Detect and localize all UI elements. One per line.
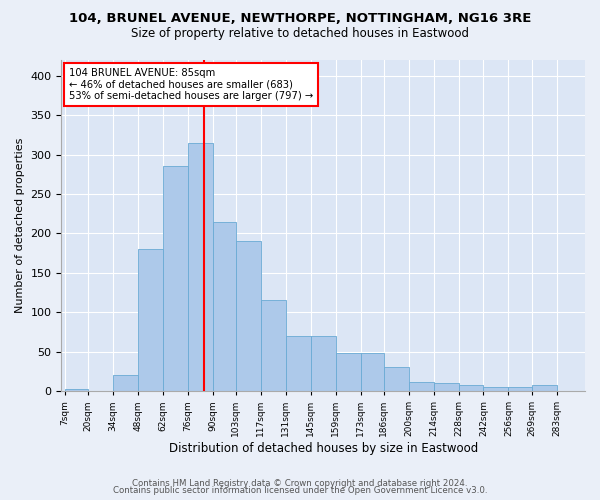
Bar bbox=[508, 387, 532, 391]
Bar bbox=[409, 382, 434, 391]
Text: Contains public sector information licensed under the Open Government Licence v3: Contains public sector information licen… bbox=[113, 486, 487, 495]
Bar bbox=[434, 383, 458, 391]
Bar bbox=[335, 353, 361, 391]
Bar bbox=[113, 376, 138, 391]
Bar bbox=[213, 222, 236, 391]
Bar bbox=[532, 384, 557, 391]
Text: 104 BRUNEL AVENUE: 85sqm
← 46% of detached houses are smaller (683)
53% of semi-: 104 BRUNEL AVENUE: 85sqm ← 46% of detach… bbox=[68, 68, 313, 101]
Text: 104, BRUNEL AVENUE, NEWTHORPE, NOTTINGHAM, NG16 3RE: 104, BRUNEL AVENUE, NEWTHORPE, NOTTINGHA… bbox=[69, 12, 531, 26]
Y-axis label: Number of detached properties: Number of detached properties bbox=[15, 138, 25, 313]
Text: Size of property relative to detached houses in Eastwood: Size of property relative to detached ho… bbox=[131, 28, 469, 40]
Bar bbox=[236, 242, 261, 391]
Bar bbox=[65, 390, 88, 391]
Bar bbox=[361, 353, 384, 391]
Text: Contains HM Land Registry data © Crown copyright and database right 2024.: Contains HM Land Registry data © Crown c… bbox=[132, 478, 468, 488]
Bar bbox=[261, 300, 286, 391]
X-axis label: Distribution of detached houses by size in Eastwood: Distribution of detached houses by size … bbox=[169, 442, 478, 455]
Bar bbox=[163, 166, 188, 391]
Bar bbox=[311, 336, 335, 391]
Bar bbox=[286, 336, 311, 391]
Bar bbox=[138, 249, 163, 391]
Bar bbox=[484, 387, 508, 391]
Bar bbox=[458, 384, 484, 391]
Bar bbox=[188, 143, 213, 391]
Bar bbox=[384, 368, 409, 391]
